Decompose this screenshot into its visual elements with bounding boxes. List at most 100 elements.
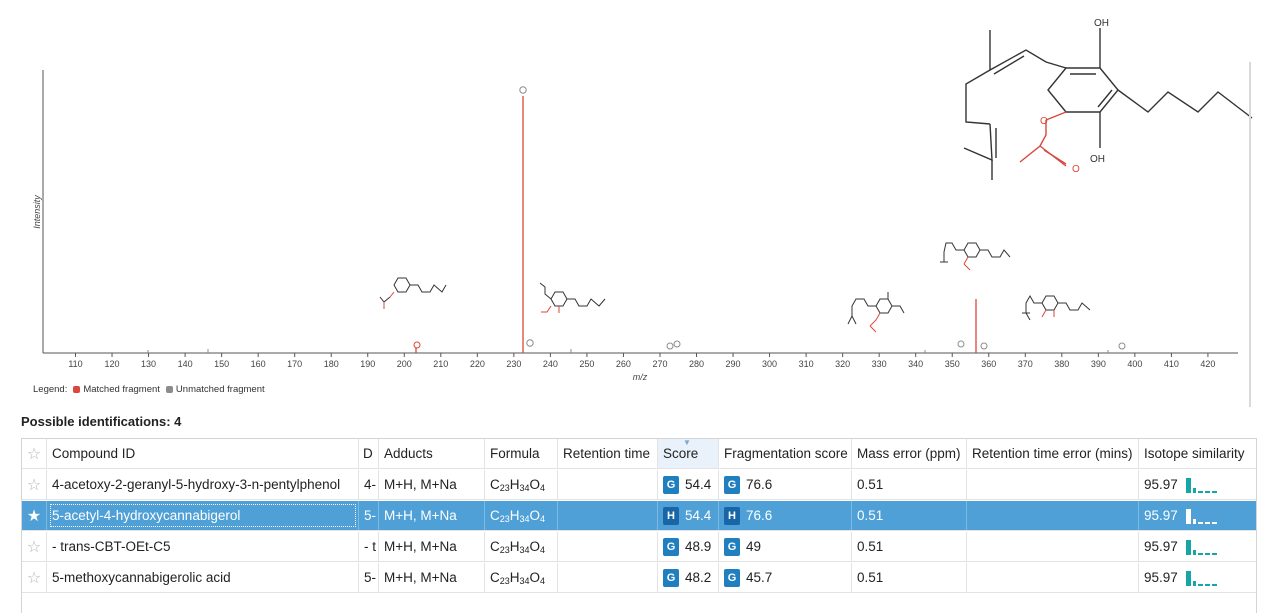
adducts-cell[interactable]: M+H, M+Na bbox=[379, 563, 485, 592]
isotope-similarity-cell[interactable]: 95.97 bbox=[1139, 532, 1256, 561]
fragmentation-score-cell[interactable]: G 76.6 bbox=[719, 470, 852, 499]
x-tick-label: 110 bbox=[68, 359, 82, 369]
oh-label: OH bbox=[1090, 154, 1105, 165]
header-score[interactable]: ▼ Score bbox=[658, 439, 719, 468]
isotope-similarity-cell[interactable]: 95.97 bbox=[1139, 501, 1256, 530]
x-tick-label: 340 bbox=[908, 359, 923, 369]
frag-grade-badge: G bbox=[724, 568, 740, 587]
x-tick-label: 120 bbox=[105, 359, 120, 369]
compound-id-cell[interactable]: 4-acetoxy-2-geranyl-5-hydroxy-3-n-pentyl… bbox=[47, 470, 359, 499]
description-cell[interactable]: - t bbox=[359, 532, 379, 561]
mass-error-cell[interactable]: 0.51 bbox=[852, 470, 967, 499]
description-cell[interactable]: 5- bbox=[359, 563, 379, 592]
formula-cell[interactable]: C23H34O4 bbox=[485, 563, 558, 592]
header-retention-time-error[interactable]: Retention time error (mins) bbox=[967, 439, 1139, 468]
header-isotope-similarity[interactable]: Isotope similarity bbox=[1144, 446, 1245, 461]
table-row-selected[interactable]: ★ 5-acetyl-4-hydroxycannabigerol 5- M+H, M+… bbox=[22, 501, 1256, 531]
favorite-star[interactable]: ★ bbox=[22, 501, 47, 530]
isotope-marker[interactable] bbox=[673, 340, 681, 348]
description-cell[interactable]: 5- bbox=[359, 501, 379, 530]
mass-error-cell[interactable]: 0.51 bbox=[852, 532, 967, 561]
header-compound-id[interactable]: Compound ID bbox=[47, 439, 359, 468]
frag-score-value: 76.6 bbox=[746, 477, 773, 492]
x-tick-label: 130 bbox=[141, 359, 156, 369]
adducts-cell[interactable]: M+H, M+Na bbox=[379, 532, 485, 561]
formula-cell[interactable]: C23H34O4 bbox=[485, 532, 558, 561]
score-value: 54.4 bbox=[685, 508, 712, 523]
header-star[interactable]: ☆ bbox=[22, 439, 47, 468]
isotope-marker[interactable] bbox=[413, 341, 421, 349]
formula-cell[interactable]: C23H34O4 bbox=[485, 470, 558, 499]
header-formula[interactable]: Formula bbox=[485, 439, 558, 468]
x-tick-label: 320 bbox=[835, 359, 850, 369]
score-value: 54.4 bbox=[685, 477, 712, 492]
favorite-star[interactable]: ☆ bbox=[22, 532, 47, 561]
fragment-structure-390 bbox=[1022, 294, 1091, 321]
retention-time-error-cell[interactable] bbox=[967, 470, 1139, 499]
star-icon: ★ bbox=[26, 507, 42, 525]
formula-cell[interactable]: C23H34O4 bbox=[485, 501, 558, 530]
star-icon: ☆ bbox=[26, 569, 42, 587]
frag-score-value: 45.7 bbox=[746, 570, 773, 585]
table-header: ☆ Compound ID D Adducts Formula Retentio… bbox=[22, 439, 1256, 469]
header-retention-time[interactable]: Retention time bbox=[558, 439, 658, 468]
header-mass-error[interactable]: Mass error (ppm) bbox=[852, 439, 967, 468]
isotope-marker[interactable] bbox=[526, 339, 534, 347]
compound-id-cell[interactable]: 5-methoxycannabigerolic acid bbox=[47, 563, 359, 592]
star-icon: ☆ bbox=[26, 445, 42, 463]
header-fragmentation-score[interactable]: Fragmentation score bbox=[719, 439, 852, 468]
score-cell[interactable]: G 48.2 bbox=[658, 563, 719, 592]
molecule-structure bbox=[963, 28, 1253, 180]
score-grade-badge: G bbox=[663, 568, 679, 587]
fragmentation-score-cell[interactable]: G 49 bbox=[719, 532, 852, 561]
isotope-marker[interactable] bbox=[957, 340, 965, 348]
adducts-cell[interactable]: M+H, M+Na bbox=[379, 470, 485, 499]
retention-time-cell[interactable] bbox=[558, 532, 658, 561]
sort-desc-icon: ▼ bbox=[683, 439, 691, 447]
retention-time-error-cell[interactable] bbox=[967, 532, 1139, 561]
mass-error-cell[interactable]: 0.51 bbox=[852, 563, 967, 592]
score-grade-badge: G bbox=[663, 537, 679, 556]
header-description[interactable]: D bbox=[359, 439, 379, 468]
retention-time-cell[interactable] bbox=[558, 563, 658, 592]
isotope-marker[interactable] bbox=[1118, 342, 1126, 350]
retention-time-cell[interactable] bbox=[558, 501, 658, 530]
x-tick-label: 370 bbox=[1018, 359, 1033, 369]
fragmentation-score-cell[interactable]: G 45.7 bbox=[719, 563, 852, 592]
table-row[interactable]: ☆ - trans-CBT-OEt-C5- t M+H, M+Na C23H34O4 G… bbox=[22, 532, 1256, 562]
isotope-similarity-cell[interactable]: 95.97 bbox=[1139, 470, 1256, 499]
retention-time-cell[interactable] bbox=[558, 470, 658, 499]
header-adducts[interactable]: Adducts bbox=[379, 439, 485, 468]
compound-id-cell[interactable]: - trans-CBT-OEt-C5 bbox=[47, 532, 359, 561]
fragmentation-score-cell[interactable]: H 76.6 bbox=[719, 501, 852, 530]
score-cell[interactable]: H 54.4 bbox=[658, 501, 719, 530]
legend: Legend: Matched fragment Unmatched fragm… bbox=[33, 384, 265, 395]
favorite-star[interactable]: ☆ bbox=[22, 470, 47, 499]
frag-score-value: 76.6 bbox=[746, 508, 773, 523]
isotope-marker[interactable] bbox=[980, 342, 988, 350]
favorite-star[interactable]: ☆ bbox=[22, 563, 47, 592]
identifications-table[interactable]: ☆ Compound ID D Adducts Formula Retentio… bbox=[21, 438, 1257, 613]
isotope-marker[interactable] bbox=[519, 86, 527, 94]
score-cell[interactable]: G 48.9 bbox=[658, 532, 719, 561]
x-tick-label: 230 bbox=[506, 359, 521, 369]
compound-id-cell[interactable]: 5-acetyl-4-hydroxycannabigerol bbox=[47, 501, 359, 530]
table-row[interactable]: ☆ 4-acetoxy-2-geranyl-5-hydroxy-3-n-penty… bbox=[22, 470, 1256, 500]
score-cell[interactable]: G 54.4 bbox=[658, 470, 719, 499]
star-icon: ☆ bbox=[26, 538, 42, 556]
retention-time-error-cell[interactable] bbox=[967, 501, 1139, 530]
retention-time-error-cell[interactable] bbox=[967, 563, 1139, 592]
score-value: 48.2 bbox=[685, 570, 712, 585]
description-cell[interactable]: 4- bbox=[359, 470, 379, 499]
legend-unmatched: Unmatched fragment bbox=[165, 384, 265, 395]
isotope-similarity-cell[interactable]: 95.97 bbox=[1139, 563, 1256, 592]
spectrum-plot[interactable]: 110 120 130 140 150 160 170 180 190 200 210 220 230 2… bbox=[0, 0, 1280, 405]
table-row[interactable]: ☆ 5-methoxycannabigerolic acid 5- M+H, M+Na… bbox=[22, 563, 1256, 593]
x-tick-label: 170 bbox=[287, 359, 302, 369]
isotope-marker[interactable] bbox=[666, 342, 674, 350]
legend-unmatched-label: Unmatched fragment bbox=[175, 384, 265, 395]
plot-scrollbar[interactable] bbox=[1249, 62, 1251, 407]
isotope-value: 95.97 bbox=[1144, 508, 1178, 523]
mass-error-cell[interactable]: 0.51 bbox=[852, 501, 967, 530]
adducts-cell[interactable]: M+H, M+Na bbox=[379, 501, 485, 530]
